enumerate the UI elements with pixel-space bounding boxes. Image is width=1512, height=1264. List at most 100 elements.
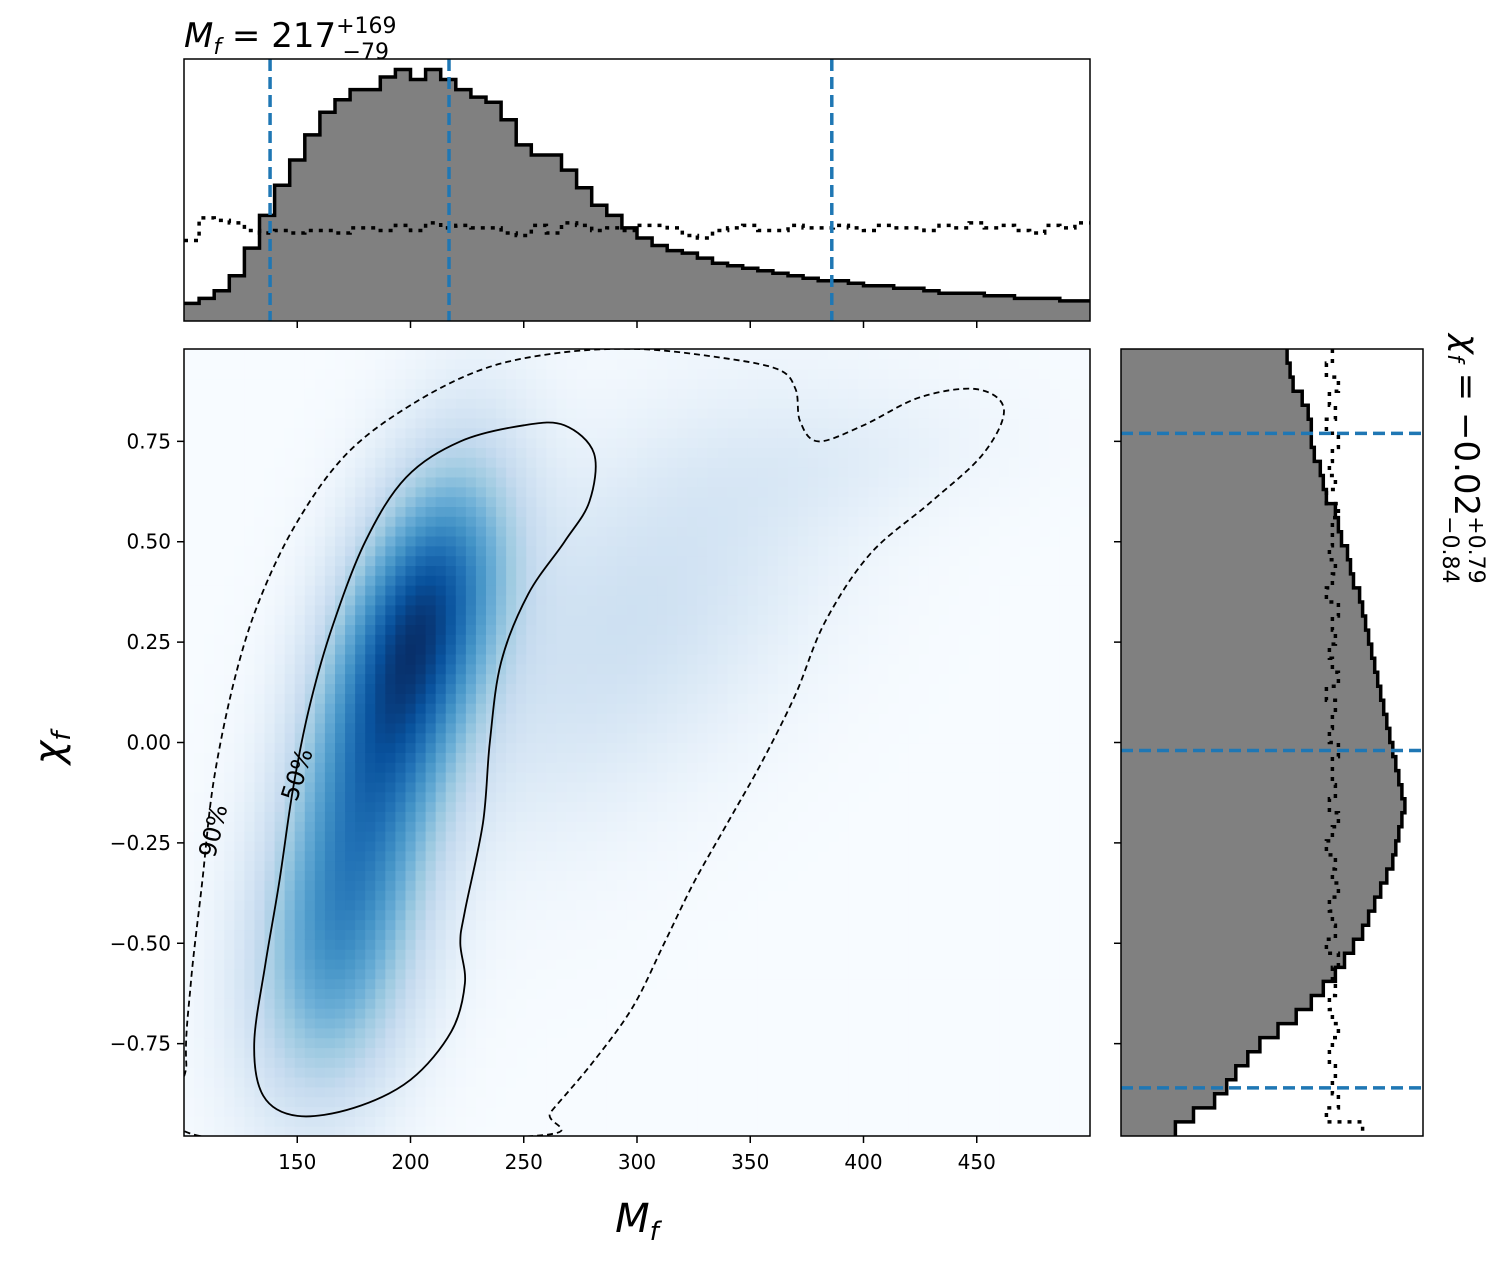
heatmap-cell bbox=[737, 437, 749, 448]
heatmap-cell bbox=[496, 1096, 507, 1108]
heatmap-cell bbox=[345, 752, 356, 763]
heatmap-cell bbox=[375, 644, 386, 655]
heatmap-cell bbox=[798, 703, 809, 714]
heatmap-cell bbox=[556, 939, 568, 950]
heatmap-cell bbox=[184, 1037, 195, 1049]
heatmap-cell bbox=[737, 880, 749, 891]
heatmap-cell bbox=[184, 791, 195, 803]
heatmap-cell bbox=[516, 840, 527, 852]
heatmap-cell bbox=[415, 998, 427, 1009]
heatmap-cell bbox=[657, 526, 668, 537]
heatmap-cell bbox=[465, 594, 477, 606]
heatmap-cell bbox=[727, 1017, 739, 1029]
heatmap-cell bbox=[314, 1017, 326, 1029]
heatmap-cell bbox=[234, 732, 245, 744]
heatmap-cell bbox=[304, 978, 316, 990]
heatmap-cell bbox=[566, 742, 578, 753]
heatmap-cell bbox=[304, 1126, 316, 1136]
heatmap-cell bbox=[677, 457, 688, 468]
heatmap-cell bbox=[194, 998, 205, 1009]
heatmap-cell bbox=[335, 929, 346, 940]
heatmap-cell bbox=[556, 840, 568, 852]
heatmap-cell bbox=[385, 1126, 396, 1136]
heatmap-cell bbox=[375, 1106, 386, 1117]
heatmap-cell bbox=[385, 1096, 396, 1108]
heatmap-cell bbox=[204, 604, 215, 616]
heatmap-cell bbox=[657, 358, 668, 370]
heatmap-cell bbox=[566, 801, 578, 812]
heatmap-cell bbox=[616, 398, 628, 409]
heatmap-cell bbox=[294, 1106, 306, 1117]
heatmap-cell bbox=[586, 496, 598, 507]
heatmap-cell bbox=[465, 417, 477, 429]
heatmap-cell bbox=[717, 604, 729, 616]
heatmap-cell bbox=[516, 516, 527, 527]
heatmap-cell bbox=[707, 594, 719, 606]
heatmap-cell bbox=[798, 496, 809, 507]
heatmap-cell bbox=[184, 417, 195, 429]
heatmap-cell bbox=[365, 703, 376, 714]
heatmap-cell bbox=[647, 1037, 658, 1049]
heatmap-cell bbox=[455, 1037, 467, 1049]
heatmap-cell bbox=[798, 722, 809, 734]
heatmap-cell bbox=[365, 663, 376, 675]
heatmap-cell bbox=[395, 752, 407, 763]
heatmap-cell bbox=[697, 722, 709, 734]
heatmap-cell bbox=[556, 1076, 568, 1088]
heatmap-cell bbox=[335, 1076, 346, 1088]
heatmap-cell bbox=[435, 968, 447, 980]
heatmap-cell bbox=[486, 408, 497, 419]
heatmap-cell bbox=[747, 890, 759, 901]
heatmap-cell bbox=[365, 840, 376, 852]
heatmap-cell bbox=[737, 467, 749, 478]
heatmap-cell bbox=[536, 604, 547, 616]
heatmap-cell bbox=[194, 604, 205, 616]
heatmap-cell bbox=[576, 653, 588, 665]
heatmap-cell bbox=[687, 388, 698, 399]
heatmap-cell bbox=[294, 427, 306, 439]
heatmap-cell bbox=[506, 909, 517, 921]
heatmap-cell bbox=[737, 870, 749, 881]
heatmap-cell bbox=[637, 427, 648, 439]
heatmap-cell bbox=[194, 447, 205, 458]
heatmap-cell bbox=[365, 978, 376, 990]
heatmap-cell bbox=[667, 939, 678, 950]
heatmap-cell bbox=[757, 880, 769, 891]
heatmap-cell bbox=[264, 703, 276, 714]
heatmap-cell bbox=[777, 673, 789, 685]
heatmap-cell bbox=[234, 545, 245, 557]
heatmap-cell bbox=[767, 919, 779, 931]
heatmap-cell bbox=[254, 358, 266, 370]
heatmap-cell bbox=[788, 712, 799, 724]
heatmap-cell bbox=[395, 535, 407, 547]
heatmap-cell bbox=[455, 683, 467, 694]
heatmap-cell bbox=[586, 909, 598, 921]
heatmap-cell bbox=[455, 457, 467, 468]
heatmap-cell bbox=[506, 732, 517, 744]
heatmap-cell bbox=[747, 840, 759, 852]
heatmap-cell bbox=[415, 555, 427, 567]
heatmap-cell bbox=[757, 437, 769, 448]
heatmap-cell bbox=[405, 752, 417, 763]
heatmap-cell bbox=[516, 958, 527, 970]
heatmap-cell bbox=[536, 850, 547, 862]
heatmap-cell bbox=[375, 880, 386, 891]
heatmap-cell bbox=[314, 447, 326, 458]
heatmap-cell bbox=[355, 358, 366, 370]
heatmap-cell bbox=[687, 988, 698, 999]
heatmap-cell bbox=[496, 968, 507, 980]
heatmap-cell bbox=[767, 831, 779, 842]
heatmap-cell bbox=[777, 634, 789, 645]
heatmap-cell bbox=[767, 693, 779, 704]
heatmap-cell bbox=[184, 752, 195, 763]
heatmap-cell bbox=[465, 663, 477, 675]
heatmap-cell bbox=[566, 663, 578, 675]
heatmap-cell bbox=[425, 594, 437, 606]
heatmap-cell bbox=[808, 1017, 819, 1029]
heatmap-cell bbox=[486, 496, 497, 507]
heatmap-cell bbox=[385, 476, 396, 488]
heatmap-cell bbox=[747, 634, 759, 645]
heatmap-cell bbox=[626, 752, 638, 763]
heatmap-cell bbox=[757, 732, 769, 744]
heatmap-cell bbox=[576, 781, 588, 793]
